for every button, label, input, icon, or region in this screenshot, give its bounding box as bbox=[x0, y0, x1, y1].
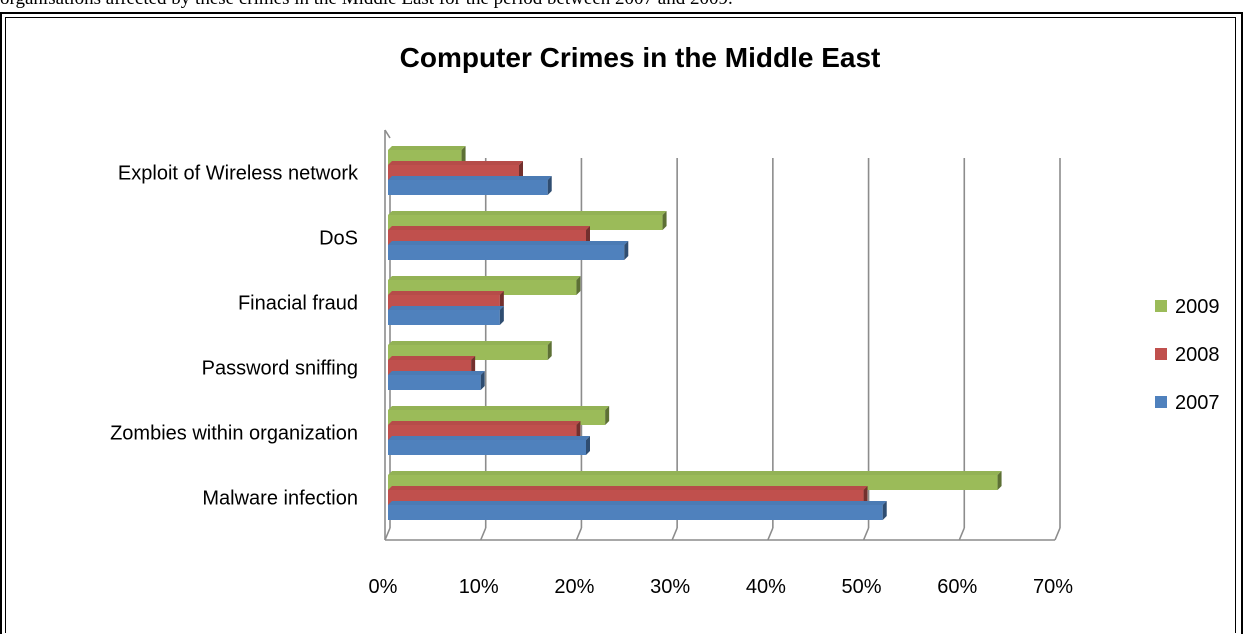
wall-edge bbox=[384, 129, 391, 139]
bar-top-2007 bbox=[388, 371, 485, 375]
bar-end-2009 bbox=[461, 146, 466, 165]
bar-2007 bbox=[388, 375, 481, 390]
bar-end-2009 bbox=[576, 276, 581, 295]
bar-top-2007 bbox=[388, 436, 590, 440]
category-label: Exploit of Wireless network bbox=[118, 163, 359, 185]
bar-top-2009 bbox=[388, 471, 1002, 475]
bar-top-2008 bbox=[388, 421, 581, 425]
x-tick-label: 50% bbox=[842, 576, 882, 598]
caption-text: organisations affected by these crimes i… bbox=[0, 0, 1250, 10]
bar-end-2007 bbox=[480, 371, 485, 390]
bar-end-2009 bbox=[997, 471, 1002, 490]
bar-top-2009 bbox=[388, 146, 466, 150]
bar-top-2009 bbox=[388, 341, 552, 345]
bar-end-2009 bbox=[605, 406, 610, 425]
bar-end-2008 bbox=[499, 291, 504, 310]
floor-tick bbox=[384, 527, 391, 541]
x-tick-label: 0% bbox=[369, 576, 398, 598]
floor-tick bbox=[575, 527, 583, 541]
bar-top-2009 bbox=[388, 406, 610, 410]
floor-tick bbox=[671, 527, 678, 541]
bar-2007 bbox=[388, 440, 586, 455]
bar-top-2008 bbox=[388, 356, 476, 360]
bar-top-2008 bbox=[388, 226, 590, 230]
bar-top-2007 bbox=[388, 306, 504, 310]
bar-end-2007 bbox=[586, 436, 590, 455]
bar-top-2009 bbox=[388, 211, 667, 215]
plot-area: 0% 10% 20% 30% 40% 50% 60% 70% Exploit of Wirele… bbox=[110, 129, 1073, 598]
bar-top-2009 bbox=[388, 276, 581, 280]
bar-2007 bbox=[388, 245, 625, 260]
x-tick-label: 70% bbox=[1033, 576, 1073, 598]
legend-swatch-2007 bbox=[1155, 396, 1167, 408]
floor-tick bbox=[767, 527, 774, 541]
bar-end-2007 bbox=[547, 176, 552, 195]
outer-frame bbox=[0, 12, 1243, 634]
category-label: Zombies within organization bbox=[110, 423, 358, 445]
bar-end-2007 bbox=[499, 306, 504, 325]
legend-label-2008: 2008 bbox=[1175, 344, 1220, 366]
bar-top-2007 bbox=[388, 501, 887, 505]
legend-label-2009: 2009 bbox=[1175, 296, 1220, 318]
bar-top-2007 bbox=[388, 241, 629, 245]
bar-top-2008 bbox=[388, 486, 868, 490]
bar-end-2008 bbox=[586, 226, 590, 245]
category-label: Password sniffing bbox=[202, 358, 358, 380]
bar-end-2008 bbox=[471, 356, 476, 375]
category-label: Malware infection bbox=[202, 488, 358, 510]
bar-top-2008 bbox=[388, 161, 523, 165]
bar-end-2007 bbox=[624, 241, 629, 260]
floor-tick bbox=[958, 527, 966, 541]
legend-swatch-2008 bbox=[1155, 348, 1167, 360]
bar-end-2008 bbox=[519, 161, 523, 180]
category-label: DoS bbox=[319, 228, 358, 250]
bar-2007 bbox=[388, 505, 883, 520]
floor-tick bbox=[862, 527, 870, 541]
bar-top-2007 bbox=[388, 176, 552, 180]
bar-end-2009 bbox=[547, 341, 552, 360]
bar-end-2008 bbox=[576, 421, 581, 440]
bar-2007 bbox=[388, 310, 500, 325]
x-tick-label: 20% bbox=[554, 576, 594, 598]
bar-end-2009 bbox=[662, 211, 667, 230]
x-tick-label: 60% bbox=[937, 576, 977, 598]
x-tick-label: 30% bbox=[650, 576, 690, 598]
legend: 2009 2008 2007 bbox=[1155, 296, 1220, 414]
x-tick-label: 40% bbox=[746, 576, 786, 598]
bar-2007 bbox=[388, 180, 548, 195]
bar-end-2007 bbox=[882, 501, 887, 520]
floor-tick bbox=[1054, 527, 1061, 541]
legend-label-2007: 2007 bbox=[1175, 392, 1220, 414]
floor-tick bbox=[479, 527, 487, 541]
chart-title: Computer Crimes in the Middle East bbox=[400, 42, 881, 73]
x-tick-label: 10% bbox=[459, 576, 499, 598]
inner-frame bbox=[5, 17, 1236, 633]
category-label: Finacial fraud bbox=[238, 293, 358, 315]
bar-top-2008 bbox=[388, 291, 504, 295]
bar-end-2008 bbox=[863, 486, 868, 505]
legend-swatch-2009 bbox=[1155, 300, 1167, 312]
